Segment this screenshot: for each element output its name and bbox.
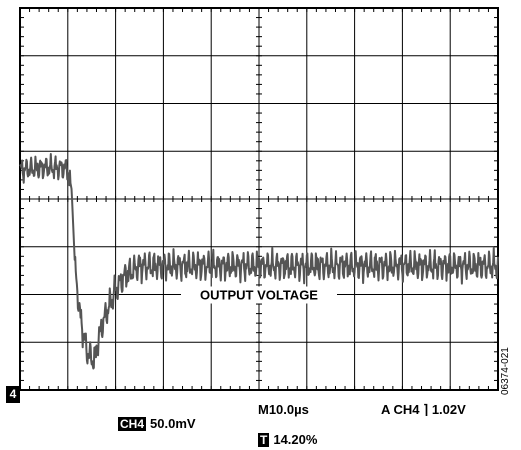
trigger-readout: A CH4 ⌉ 1.02V <box>381 402 466 417</box>
label-layer: OUTPUT VOLTAGE <box>181 286 337 304</box>
ch4-scale-value: 50.0mV <box>150 416 196 431</box>
trigger-position-value: 14.20% <box>273 432 318 447</box>
trigger-position-icon: T <box>258 433 270 447</box>
ch4-badge: CH4 <box>118 417 147 431</box>
figure-id: 06374-021 <box>500 347 511 395</box>
ch4-scale-readout: CH4 50.0mV <box>118 416 196 431</box>
annotation-background <box>181 286 337 304</box>
annotation-output-voltage: OUTPUT VOLTAGE <box>200 288 318 303</box>
trace-layer <box>19 153 499 370</box>
timebase-readout: M10.0µs <box>258 402 309 417</box>
graticule <box>19 7 499 391</box>
trigger-position-readout: T 14.20% <box>258 432 317 447</box>
channel-4-ground-marker: 4 <box>6 386 20 403</box>
ch4-trace <box>19 153 499 370</box>
